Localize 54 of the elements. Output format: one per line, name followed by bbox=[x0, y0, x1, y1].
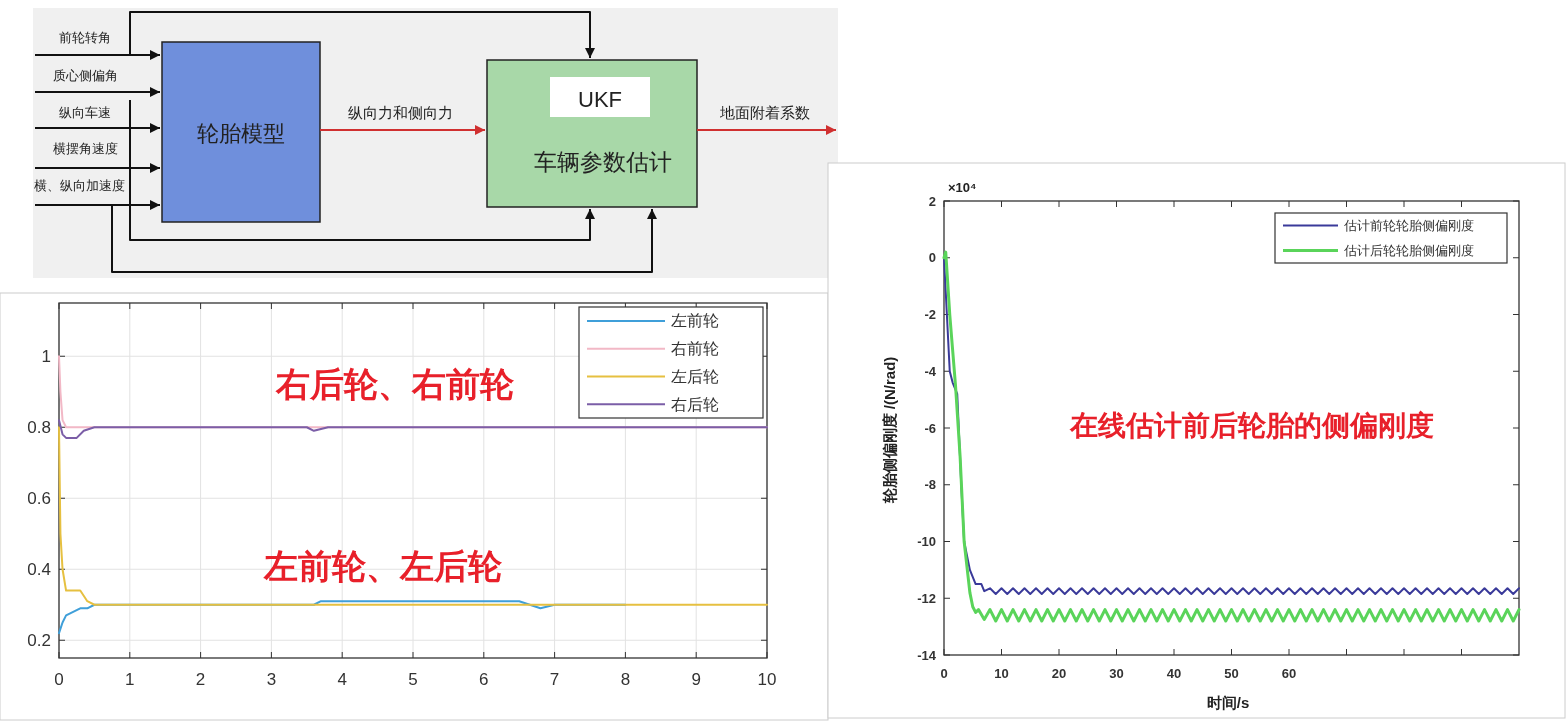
x-tick-label: 60 bbox=[1281, 666, 1297, 681]
y-axis-title: 轮胎侧偏刚度 /(N/rad) bbox=[881, 356, 898, 505]
y-tick-label: -8 bbox=[924, 477, 936, 493]
y-tick-label: -12 bbox=[917, 590, 936, 606]
legend-label: 右前轮 bbox=[671, 340, 719, 358]
x-tick-label: 9 bbox=[691, 670, 701, 689]
legend-label: 左前轮 bbox=[671, 312, 719, 330]
x-tick-label: 6 bbox=[479, 670, 489, 689]
text: 横摆角速度 bbox=[52, 141, 118, 156]
y-tick-label: 0.8 bbox=[27, 418, 51, 438]
text: 纵向力和侧向力 bbox=[347, 104, 453, 121]
y-tick-label: 0.6 bbox=[27, 489, 51, 509]
annotation: 在线估计前后轮胎的侧偏刚度 bbox=[1069, 410, 1434, 441]
text: ×10⁴ bbox=[948, 180, 977, 195]
x-tick-label: 5 bbox=[408, 670, 418, 689]
text: 纵向车速 bbox=[59, 105, 111, 120]
x-tick-label: 40 bbox=[1166, 666, 1182, 681]
y-tick-label: 1 bbox=[41, 347, 51, 367]
text: UKF bbox=[578, 87, 622, 112]
x-tick-label: 3 bbox=[266, 670, 277, 689]
y-tick-label: -14 bbox=[917, 647, 937, 663]
x-tick-label: 2 bbox=[195, 670, 206, 689]
y-tick-label: -10 bbox=[917, 534, 936, 550]
x-tick-label: 30 bbox=[1109, 666, 1124, 681]
y-tick-label: 0 bbox=[928, 250, 936, 266]
x-tick-label: 0 bbox=[54, 670, 64, 689]
x-tick-label: 10 bbox=[994, 666, 1009, 681]
legend-label: 估计前轮轮胎侧偏刚度 bbox=[1343, 218, 1474, 234]
x-tick-label: 10 bbox=[757, 670, 777, 689]
x-tick-label: 7 bbox=[549, 670, 560, 689]
y-tick-label: -6 bbox=[924, 420, 936, 436]
y-tick-label: 2 bbox=[928, 193, 936, 209]
text: 轮胎模型 bbox=[197, 121, 285, 146]
annotation: 右后轮、右前轮 bbox=[275, 365, 515, 403]
text: 质心侧偏角 bbox=[52, 68, 118, 83]
y-tick-label: 0.4 bbox=[27, 560, 51, 580]
legend-label: 估计后轮轮胎侧偏刚度 bbox=[1343, 243, 1474, 259]
text: 地面附着系数 bbox=[719, 104, 810, 121]
text: 车辆参数估计 bbox=[534, 149, 672, 175]
legend-label: 右后轮 bbox=[671, 395, 719, 413]
x-tick-label: 50 bbox=[1224, 666, 1239, 681]
x-tick-label: 0 bbox=[940, 666, 948, 681]
x-tick-label: 1 bbox=[125, 670, 135, 689]
text: 横、纵向加速度 bbox=[33, 178, 125, 193]
x-tick-label: 20 bbox=[1051, 666, 1067, 681]
x-tick-label: 8 bbox=[620, 670, 631, 689]
x-axis-title: 时间/s bbox=[1206, 694, 1250, 711]
annotation: 左前轮、左后轮 bbox=[263, 547, 503, 585]
text: 前轮转角 bbox=[59, 30, 111, 45]
y-tick-label: -4 bbox=[924, 363, 937, 379]
y-tick-label: 0.2 bbox=[27, 631, 51, 651]
x-tick-label: 4 bbox=[337, 670, 347, 689]
legend-label: 左后轮 bbox=[671, 367, 719, 385]
y-tick-label: -2 bbox=[924, 307, 936, 323]
